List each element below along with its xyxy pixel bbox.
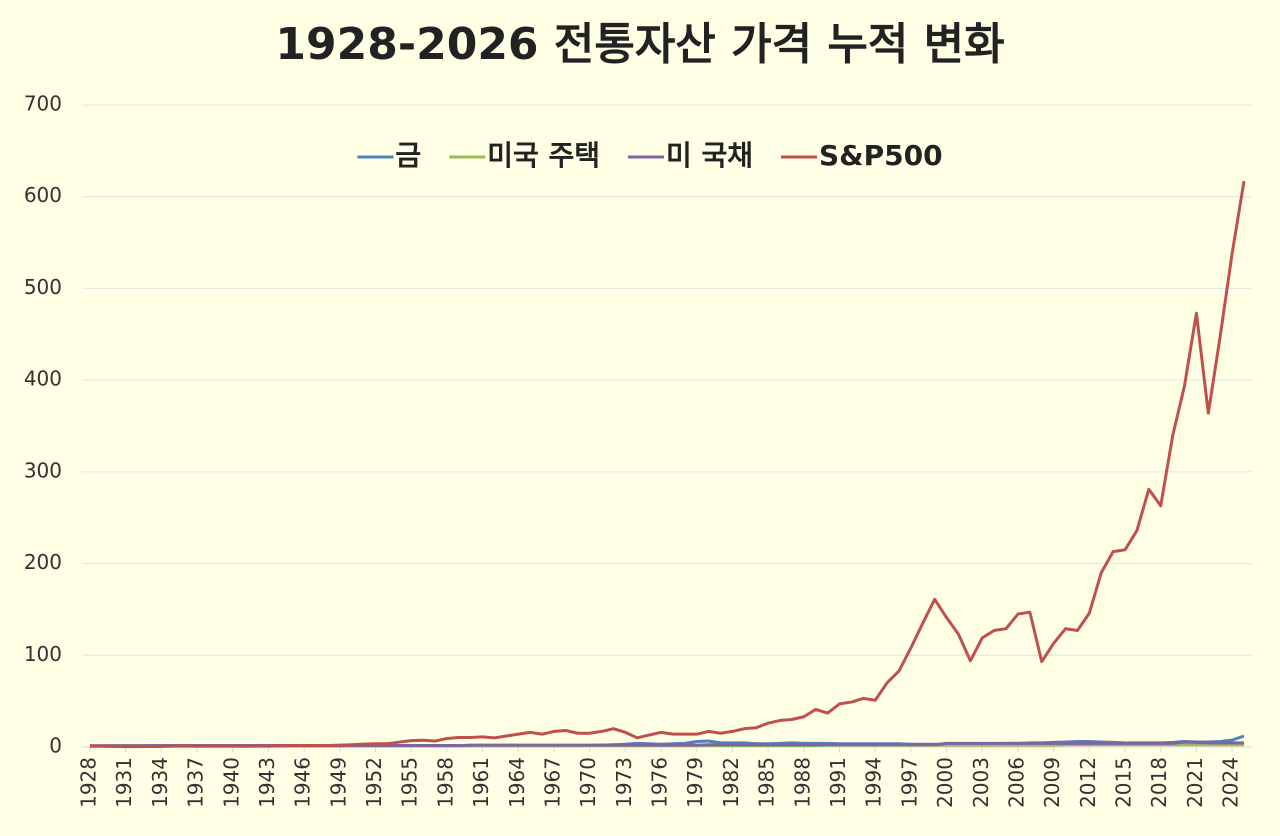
x-tick-label: 1967 [540,757,564,808]
x-tick-label: 1952 [362,757,386,808]
chart-title: 1928-2026 전통자산 가격 누적 변화 [275,19,1004,70]
x-tick-label: 2021 [1183,757,1207,808]
series-line [89,180,1246,749]
y-tick-label: 100 [24,642,62,666]
y-tick-label: 500 [24,275,62,299]
x-tick-label: 2012 [1076,757,1100,808]
x-tick-label: 1970 [576,757,600,808]
x-tick-label: 2018 [1147,757,1171,808]
x-tick-label: 1982 [719,757,743,808]
y-tick-label: 200 [24,550,62,574]
legend-label: S&P500 [819,139,943,172]
x-tick-label: 1937 [184,757,208,808]
x-tick-label: 1985 [755,757,779,808]
x-tick-label: 1940 [219,757,243,808]
x-tick-label: 2000 [933,757,957,808]
x-tick-label: 2006 [1004,757,1028,808]
x-tick-label: 1946 [291,757,315,808]
x-tick-label: 2024 [1219,757,1243,808]
x-tick-label: 1961 [469,757,493,808]
x-tick-label: 1928 [77,757,101,808]
y-tick-label: 300 [24,458,62,482]
x-tick-label: 1958 [433,757,457,808]
x-tick-label: 1964 [505,757,529,808]
legend: 금 미국 주택 미 국채 S&P500 [357,139,943,172]
x-tick-label: 1973 [612,757,636,808]
x-tick-label: 1949 [326,757,350,808]
x-tick-label: 1955 [398,757,422,808]
legend-label: 미 국채 [666,139,753,172]
x-tick-label: 2015 [1112,757,1136,808]
x-tick-label: 2003 [969,757,993,808]
x-tick-label: 1991 [826,757,850,808]
x-tick-label: 1994 [862,757,886,808]
y-tick-label: 400 [24,367,62,391]
y-tick-label: 0 [49,734,62,758]
x-tick-label: 2009 [1040,757,1064,808]
y-tick-label: 700 [24,92,62,116]
y-tick-label: 600 [24,183,62,207]
legend-label: 미국 주택 [487,139,600,172]
legend-label: 금 [395,139,421,172]
x-tick-label: 1979 [683,757,707,808]
x-tick-label: 1931 [112,757,136,808]
x-tick-label: 1976 [648,757,672,808]
x-tick-label: 1934 [148,757,172,808]
x-tick-label: 1988 [790,757,814,808]
x-tick-label: 1997 [897,757,921,808]
x-tick-label: 1943 [255,757,279,808]
